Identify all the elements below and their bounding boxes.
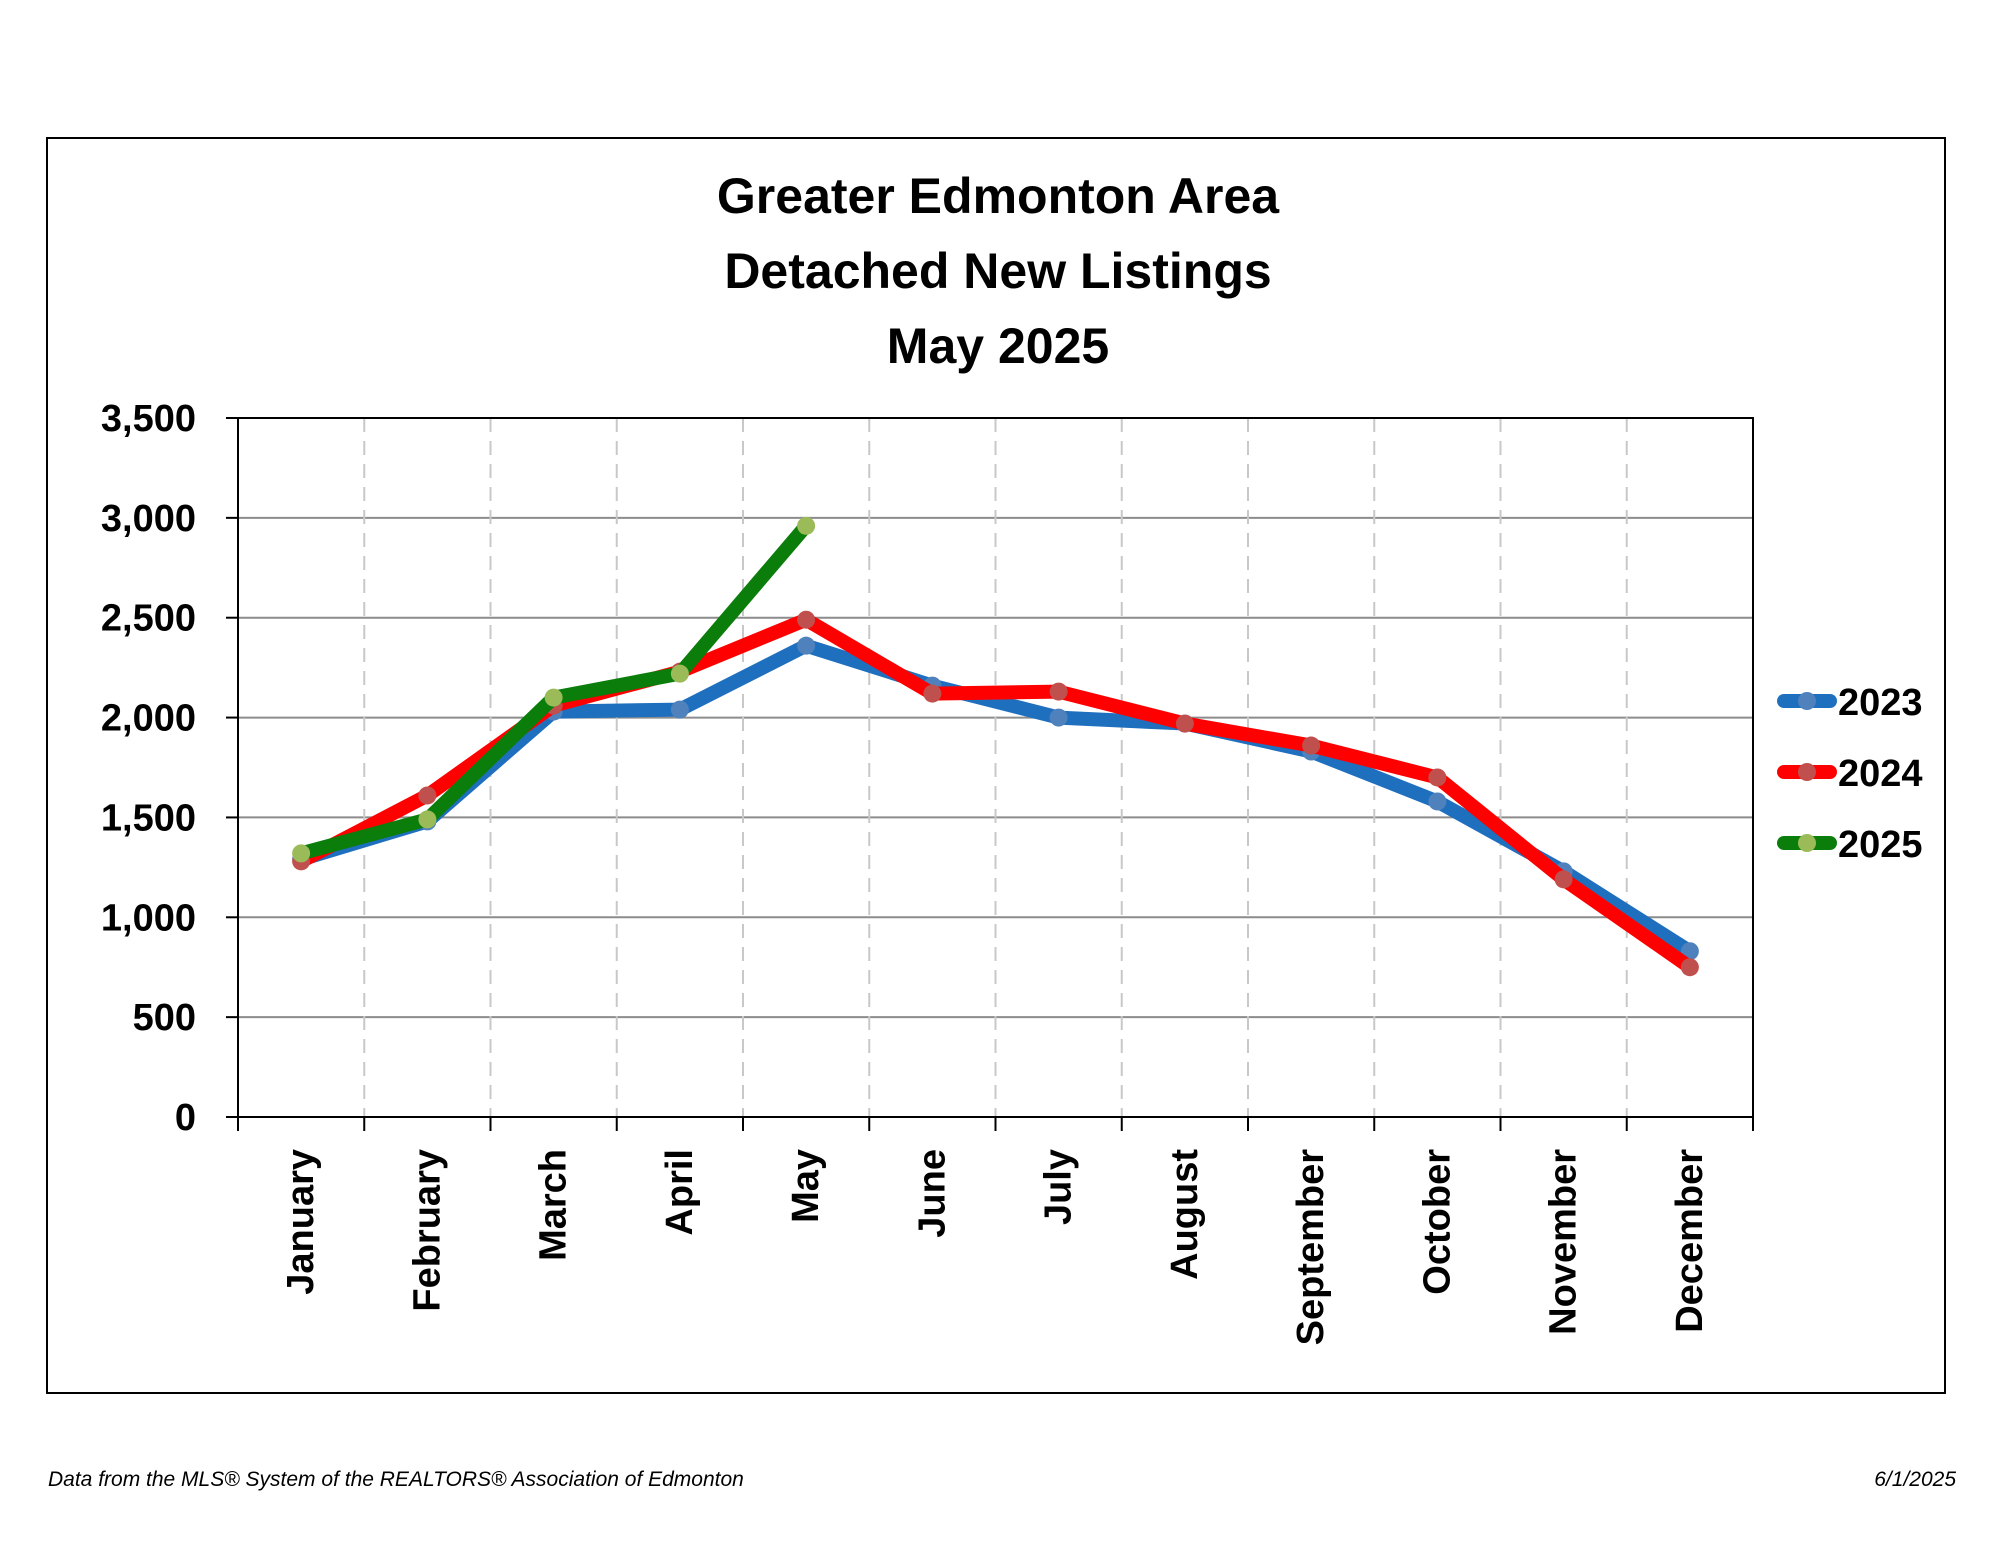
y-tick-label: 0 <box>175 1097 196 1139</box>
data-point <box>1554 870 1573 889</box>
legend: 2023 2024 2025 <box>1777 682 1923 866</box>
data-point <box>670 664 689 683</box>
data-point <box>797 610 816 629</box>
data-point <box>797 516 816 535</box>
footer-date: 6/1/2025 <box>1874 1468 1956 1491</box>
x-tick-label: September <box>1290 1149 1332 1346</box>
x-tick-label: April <box>659 1149 701 1236</box>
x-tick-label: July <box>1038 1149 1080 1225</box>
x-tick-label: January <box>280 1149 322 1295</box>
data-point <box>797 636 816 655</box>
series <box>292 516 1699 977</box>
data-point <box>418 786 437 805</box>
x-tick-label: August <box>1164 1149 1206 1280</box>
x-tick-label: December <box>1669 1149 1711 1333</box>
data-point <box>1428 768 1447 787</box>
chart-frame <box>46 137 1946 1394</box>
legend-swatch-marker <box>1798 692 1816 710</box>
chart-title-line-3: May 2025 <box>887 318 1109 374</box>
data-point <box>1049 682 1068 701</box>
data-point <box>292 844 311 863</box>
x-tick-label: November <box>1543 1149 1585 1335</box>
chart-title-line-2: Detached New Listings <box>724 243 1271 299</box>
grid <box>238 418 1753 1117</box>
legend-label: 2025 <box>1838 824 1923 866</box>
axes: 0 500 1,000 1,500 2,000 2,500 3,000 3,500 Januar… <box>101 398 1754 1346</box>
data-point <box>1049 708 1068 727</box>
data-point <box>1302 736 1321 755</box>
data-point <box>1428 792 1447 811</box>
legend-swatch-marker <box>1798 834 1816 852</box>
legend-label: 2024 <box>1838 753 1923 795</box>
chart-title-line-1: Greater Edmonton Area <box>717 168 1280 224</box>
y-tick-label: 500 <box>133 997 196 1039</box>
data-point <box>1680 958 1699 977</box>
data-point <box>1175 714 1194 733</box>
series-2025 <box>292 516 816 863</box>
y-tick-label: 3,500 <box>101 398 196 440</box>
data-point <box>923 684 942 703</box>
y-tick-label: 2,500 <box>101 598 196 640</box>
x-tick-label: June <box>911 1149 953 1238</box>
x-tick-label: October <box>1416 1149 1458 1295</box>
x-tick-label: March <box>533 1149 575 1261</box>
data-point <box>418 810 437 829</box>
y-tick-label: 2,000 <box>101 698 196 740</box>
footer-source-note: Data from the MLS® System of the REALTOR… <box>48 1468 744 1491</box>
plot-area-border <box>237 417 1754 1118</box>
chart-title: Greater Edmonton Area Detached New Listi… <box>717 168 1280 374</box>
data-point <box>670 700 689 719</box>
data-point <box>544 688 563 707</box>
legend-label: 2023 <box>1838 682 1923 724</box>
y-tick-label: 1,500 <box>101 797 196 839</box>
x-tick-label: May <box>785 1149 827 1223</box>
series-line <box>294 638 1697 959</box>
legend-swatch-marker <box>1798 763 1816 781</box>
x-tick-label: February <box>406 1149 448 1312</box>
y-tick-label: 1,000 <box>101 897 196 939</box>
y-tick-label: 3,000 <box>101 498 196 540</box>
